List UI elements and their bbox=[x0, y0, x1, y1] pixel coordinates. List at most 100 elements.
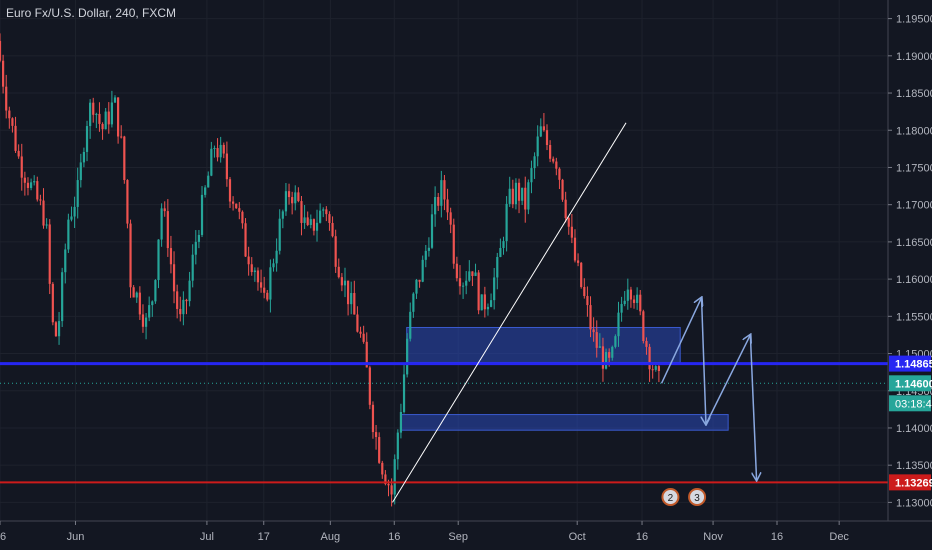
candle-body bbox=[98, 113, 101, 124]
candle-body bbox=[440, 180, 443, 206]
price-tag-last-price-text: 1.14600 bbox=[895, 378, 932, 390]
candle-body bbox=[232, 201, 235, 204]
event-marker-label: 2 bbox=[668, 493, 674, 504]
candle-body bbox=[263, 287, 266, 293]
x-tick-label: Nov bbox=[703, 531, 723, 543]
candle-body bbox=[191, 254, 194, 281]
y-tick-label: 1.17000 bbox=[896, 200, 932, 212]
candle-body bbox=[238, 208, 241, 212]
candle-body bbox=[85, 126, 89, 152]
candle-body bbox=[284, 191, 288, 212]
candle-body bbox=[151, 301, 154, 306]
y-tick-label: 1.13500 bbox=[896, 460, 932, 472]
candle-body bbox=[101, 123, 104, 130]
candle-body bbox=[207, 175, 210, 188]
candle-body bbox=[493, 277, 496, 301]
candle-body bbox=[465, 280, 468, 286]
candle-body bbox=[204, 187, 207, 195]
candle-body bbox=[322, 209, 325, 211]
event-marker-circle bbox=[688, 488, 707, 506]
candle-body bbox=[312, 219, 316, 231]
y-tick-label: 1.15500 bbox=[896, 311, 932, 323]
candle-body bbox=[474, 272, 477, 276]
countdown-tag-bg bbox=[889, 395, 931, 412]
candle-body bbox=[524, 187, 527, 210]
candle-body bbox=[502, 241, 505, 248]
candle-body bbox=[113, 97, 117, 103]
y-tick-label: 1.18000 bbox=[896, 125, 932, 137]
candle-body bbox=[247, 256, 250, 265]
candle-body bbox=[592, 329, 595, 333]
candle-body bbox=[241, 211, 244, 224]
candle-body bbox=[421, 259, 424, 282]
candle-body bbox=[461, 285, 465, 287]
candle-body bbox=[213, 148, 216, 150]
candle-body bbox=[601, 346, 605, 369]
candle-body bbox=[508, 188, 511, 204]
support-zone bbox=[400, 414, 729, 431]
candle-body bbox=[79, 162, 82, 181]
candle-body bbox=[604, 352, 608, 369]
candle-body bbox=[294, 192, 297, 204]
candle-body bbox=[259, 282, 263, 288]
candle-body bbox=[549, 145, 552, 159]
candle-body bbox=[73, 206, 76, 217]
candle-body bbox=[340, 277, 343, 286]
candle-body bbox=[272, 263, 275, 268]
candle-body bbox=[427, 247, 431, 251]
candle-body bbox=[154, 280, 157, 302]
candle-body bbox=[542, 126, 545, 131]
support-zone bbox=[406, 326, 681, 363]
candle-body bbox=[402, 374, 406, 413]
candle-body bbox=[20, 156, 23, 178]
price-axis-background bbox=[888, 0, 932, 550]
candle-body bbox=[576, 260, 580, 263]
candle-body bbox=[536, 136, 539, 157]
candle-body bbox=[138, 292, 141, 315]
candle-body bbox=[57, 321, 61, 337]
x-tick-label: Jul bbox=[200, 531, 214, 543]
candle-body bbox=[194, 241, 197, 255]
candle-body bbox=[331, 222, 334, 237]
candle-body bbox=[393, 459, 396, 495]
x-tick-label: Jun bbox=[67, 531, 85, 543]
candle-body bbox=[325, 209, 328, 215]
candle-body bbox=[573, 237, 577, 261]
candle-body bbox=[614, 336, 617, 347]
candle-body bbox=[362, 333, 365, 342]
candle-body bbox=[337, 266, 340, 278]
candle-body bbox=[176, 291, 179, 309]
candle-body bbox=[642, 311, 645, 342]
candle-body bbox=[306, 217, 309, 225]
candle-body bbox=[468, 271, 471, 281]
x-tick-label: Aug bbox=[321, 531, 341, 543]
candle-body bbox=[415, 279, 418, 294]
candle-body bbox=[8, 110, 11, 119]
candle-body bbox=[266, 292, 269, 300]
candle-body bbox=[291, 197, 294, 204]
candle-body bbox=[110, 102, 113, 125]
candle-body bbox=[89, 102, 92, 127]
candle-body bbox=[23, 177, 26, 183]
candle-body bbox=[648, 346, 651, 370]
candle-body bbox=[499, 247, 502, 257]
candle-body bbox=[583, 286, 586, 297]
candle-body bbox=[297, 192, 300, 202]
projection-arrow bbox=[660, 298, 702, 384]
candle-body bbox=[210, 148, 213, 176]
candle-body bbox=[480, 294, 483, 311]
candle-body bbox=[558, 168, 561, 180]
candle-body bbox=[632, 299, 636, 303]
candle-body bbox=[514, 182, 518, 205]
candle-body bbox=[443, 180, 446, 200]
candle-body bbox=[33, 181, 36, 183]
candle-body bbox=[225, 153, 228, 180]
candle-body bbox=[458, 278, 462, 287]
candle-body bbox=[446, 199, 449, 213]
candle-body bbox=[418, 279, 421, 282]
candle-body bbox=[539, 126, 542, 137]
y-tick-label: 1.16500 bbox=[896, 237, 932, 249]
candle-body bbox=[374, 432, 378, 438]
candle-body bbox=[496, 256, 499, 278]
